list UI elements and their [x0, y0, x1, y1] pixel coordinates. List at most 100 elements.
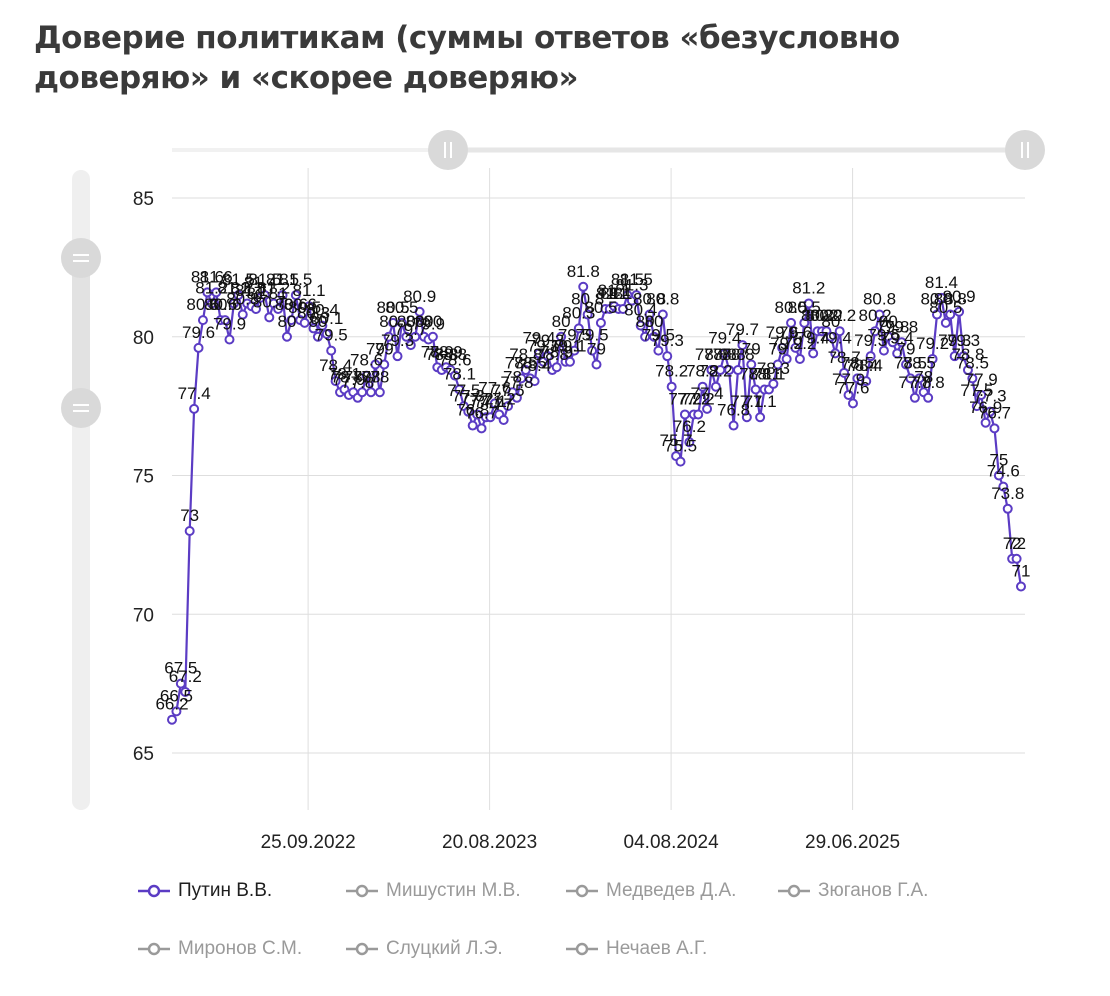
- y-tick-label: 80: [133, 328, 154, 349]
- data-label: 78.4: [518, 356, 551, 375]
- vertical-bottom-handle[interactable]: [61, 388, 101, 428]
- data-label: 77.9: [332, 370, 365, 389]
- data-label: 81.5: [611, 270, 644, 289]
- data-label: 78.1: [328, 364, 361, 383]
- data-label: 80.6: [209, 295, 242, 314]
- legend-marker-icon: [346, 884, 378, 898]
- data-label: 79.7: [394, 320, 427, 339]
- data-label: 67.5: [164, 659, 197, 678]
- data-label: 81.6: [200, 267, 233, 286]
- data-point: [304, 301, 315, 312]
- data-label: 79.6: [766, 323, 799, 342]
- data-label: 78.6: [438, 351, 471, 370]
- navigator-left-handle[interactable]: [428, 130, 468, 170]
- legend-marker-icon: [566, 884, 598, 898]
- data-label: 79.5: [315, 326, 348, 345]
- data-label: 79.3: [938, 331, 971, 350]
- data-point: [573, 323, 584, 334]
- legend-item[interactable]: Слуцкий Л.Э.: [344, 938, 503, 960]
- data-label: 79.8: [876, 317, 909, 336]
- data-point: [825, 331, 836, 342]
- data-point: [635, 320, 646, 331]
- data-point: [281, 331, 292, 342]
- data-point: [383, 331, 394, 342]
- data-point: [693, 409, 704, 420]
- data-point: [790, 342, 801, 353]
- data-label: 79.4: [522, 328, 555, 347]
- data-point: [901, 359, 912, 370]
- data-point: [534, 348, 545, 359]
- data-label: 78.8: [434, 345, 467, 364]
- data-label: 72: [1007, 534, 1026, 553]
- horizontal-range-navigator[interactable]: [172, 130, 1045, 170]
- x-axis: 25.09.2022 20.08.2023 04.08.2024 29.06.2025: [261, 832, 901, 853]
- data-point: [277, 290, 288, 301]
- data-label: 78.8: [425, 345, 458, 364]
- data-point: [193, 342, 204, 353]
- data-point: [361, 370, 372, 381]
- data-label: 79: [587, 340, 606, 359]
- data-label: 75: [989, 451, 1008, 470]
- data-label: 80.6: [204, 295, 237, 314]
- data-label: 80.8: [934, 290, 967, 309]
- data-point: [772, 359, 783, 370]
- data-label: 81: [609, 284, 628, 303]
- legend-marker-icon: [346, 942, 378, 956]
- data-point: [675, 456, 686, 467]
- data-label: 77.2: [483, 389, 516, 408]
- data-point: [587, 345, 598, 356]
- data-label: 78.1: [739, 364, 772, 383]
- vertical-range-navigator[interactable]: [61, 170, 101, 810]
- data-label: 76.7: [978, 403, 1011, 422]
- data-label: 78: [353, 367, 372, 386]
- data-point: [878, 345, 889, 356]
- legend-item[interactable]: Нечаев А.Г.: [564, 938, 707, 960]
- data-label: 77.3: [974, 387, 1007, 406]
- data-label: 80: [879, 312, 898, 331]
- data-point: [321, 328, 332, 339]
- data-point: [206, 298, 217, 309]
- legend-item[interactable]: Медведев Д.А.: [564, 880, 736, 902]
- data-label: 78.5: [894, 353, 927, 372]
- y-tick-label: 85: [133, 189, 154, 210]
- data-point: [719, 348, 730, 359]
- data-label: 80.6: [284, 295, 317, 314]
- data-point: [529, 376, 540, 387]
- data-point: [167, 714, 177, 725]
- data-point: [777, 342, 788, 353]
- data-point: [755, 412, 766, 423]
- vertical-top-handle[interactable]: [61, 238, 101, 278]
- legend-item[interactable]: Мишустин М.В.: [344, 880, 521, 902]
- data-label: 80.8: [863, 290, 896, 309]
- data-label: 77.8: [912, 373, 945, 392]
- data-point: [971, 401, 982, 412]
- data-label: 79.6: [779, 323, 812, 342]
- data-label: 81.2: [195, 278, 228, 297]
- legend-label: Нечаев А.Г.: [606, 938, 708, 959]
- data-point: [578, 281, 589, 292]
- data-label: 78.9: [540, 342, 573, 361]
- chart-area[interactable]: 65 70 75 80 85 25.09.2022 20.08.2023 04.08.202…: [0, 0, 1110, 870]
- vertical-scroll-selection[interactable]: [72, 258, 90, 408]
- data-label: 73: [180, 506, 199, 525]
- data-label: 79.3: [381, 331, 414, 350]
- data-label: 78.1: [748, 364, 781, 383]
- data-label: 80: [423, 312, 442, 331]
- legend-item[interactable]: Путин В.В.: [136, 880, 272, 902]
- data-point: [228, 298, 239, 309]
- legend-item[interactable]: Миронов С.М.: [136, 938, 302, 960]
- data-label: 81: [596, 284, 615, 303]
- series-putin[interactable]: [167, 281, 1026, 725]
- data-label: 81.1: [235, 281, 268, 300]
- navigator-right-handle[interactable]: [1005, 130, 1045, 170]
- data-point: [781, 353, 792, 364]
- y-axis: 65 70 75 80 85: [133, 189, 154, 765]
- data-label: 79.5: [867, 326, 900, 345]
- data-label: 80: [308, 312, 327, 331]
- legend-marker-icon: [778, 884, 810, 898]
- data-label: 77.5: [492, 381, 525, 400]
- legend-label: Миронов С.М.: [178, 938, 303, 959]
- legend-item[interactable]: Зюганов Г.А.: [776, 880, 928, 902]
- data-point: [542, 351, 553, 362]
- data-label: 76.8: [456, 401, 489, 420]
